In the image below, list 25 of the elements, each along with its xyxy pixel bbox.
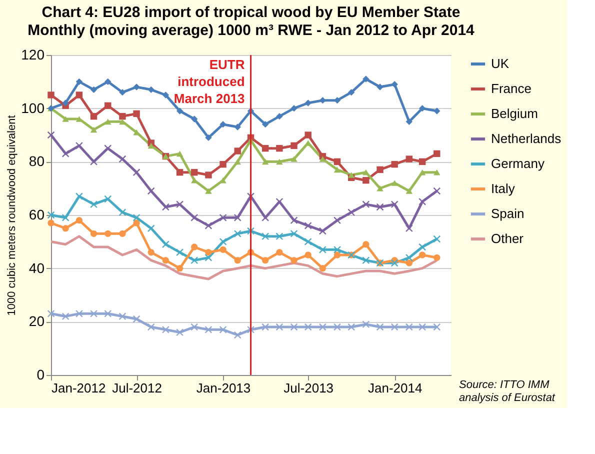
legend-label: Netherlands bbox=[491, 131, 562, 146]
x-tick-label: Jan-2012 bbox=[52, 380, 106, 396]
ref-line-label: EUTR introduced March 2013 bbox=[174, 57, 246, 106]
legend-label: Belgium bbox=[491, 106, 538, 121]
legend-label: Other bbox=[491, 231, 524, 246]
chart-title: Chart 4: EU28 import of tropical wood by EU Member State bbox=[42, 4, 460, 21]
legend-label: France bbox=[491, 81, 532, 96]
x-tick-label: Jan-2014 bbox=[368, 380, 422, 396]
y-tick-label: 120 bbox=[21, 46, 45, 62]
legend-label: Italy bbox=[491, 181, 516, 196]
y-axis-title: 1000 cubic meters roundwood equivalent bbox=[6, 115, 18, 316]
y-tick-label: 100 bbox=[21, 100, 45, 116]
legend-label: Spain bbox=[491, 206, 524, 221]
x-tick-label: Jan-2013 bbox=[196, 380, 251, 396]
y-tick-label: 20 bbox=[28, 313, 45, 330]
y-tick-label: 60 bbox=[28, 206, 45, 222]
y-tick-label: 80 bbox=[28, 153, 45, 170]
chart-subtitle: Monthly (moving average) 1000 m³ RWE - Jan 2012 to Apr 2014 bbox=[28, 22, 476, 39]
x-tick-label: Jul-2013 bbox=[284, 380, 334, 396]
y-tick-label: 0 bbox=[36, 366, 45, 382]
legend-label: UK bbox=[491, 56, 510, 71]
y-tick-label: 40 bbox=[28, 260, 45, 276]
source-note: Source: ITTO IMM analysis of Eurostat bbox=[459, 379, 556, 404]
x-tick-label: Jul-2012 bbox=[112, 380, 162, 396]
legend-label: Germany bbox=[491, 156, 545, 171]
